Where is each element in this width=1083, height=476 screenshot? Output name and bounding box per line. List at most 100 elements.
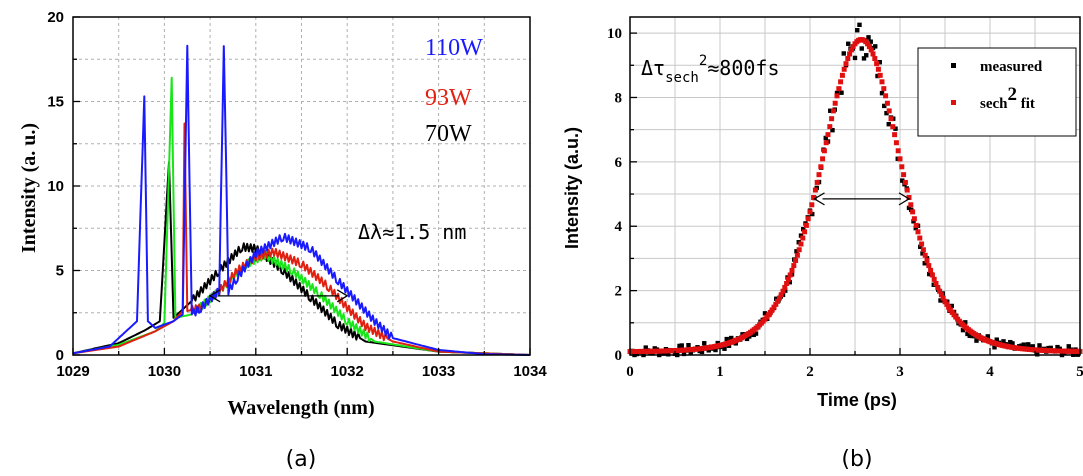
fit-point <box>886 108 892 114</box>
x-tick-label: 4 <box>986 364 994 380</box>
fit-point <box>829 116 835 122</box>
measured-point <box>857 22 862 28</box>
x-tick-label: 0 <box>626 364 634 380</box>
y-tick-label: 2 <box>615 284 623 300</box>
measured-point <box>1001 339 1006 344</box>
fit-point <box>933 280 939 286</box>
fit-point <box>827 124 833 130</box>
fit-point <box>938 292 944 298</box>
measured-point <box>830 127 835 133</box>
fit-point <box>917 235 923 241</box>
legend-marker-measured <box>951 63 956 68</box>
arrow-head-left <box>208 289 221 303</box>
fit-point <box>920 247 926 253</box>
measured-point <box>762 311 768 316</box>
fit-point <box>789 267 795 273</box>
fwhm-arrow-a-shape <box>208 289 349 303</box>
fwhm-arrow-a <box>208 289 349 303</box>
chart-b: 0 1 2 3 4 5 0 2 4 6 8 10 Intensity (a.u.) Time (ps)… <box>562 16 1083 410</box>
chart-a: 1029 1030 1031 1032 1033 1034 0 5 10 15 20 Intensi… <box>18 9 547 419</box>
measured-point <box>877 60 882 65</box>
measured-point <box>866 35 871 40</box>
fit-point <box>883 93 889 99</box>
measured-point <box>706 348 711 353</box>
fit-point <box>767 309 773 315</box>
measured-point <box>922 261 927 266</box>
measured-point <box>855 27 860 33</box>
fit-point <box>944 301 950 307</box>
measured-point <box>1008 339 1013 345</box>
y-tick-label: 10 <box>47 178 64 195</box>
measured-point <box>873 44 878 49</box>
measured-point <box>868 39 873 44</box>
measured-point <box>643 345 648 350</box>
y-tick-label: 6 <box>615 155 623 171</box>
fit-point <box>805 216 811 222</box>
measured-point <box>963 320 968 325</box>
fwhm-arrow-b <box>813 192 911 206</box>
measured-point <box>906 205 912 211</box>
fit-point <box>776 295 782 301</box>
fit-point <box>816 172 822 178</box>
series-b <box>627 22 1083 358</box>
measured-point <box>751 332 756 338</box>
fit-point <box>931 276 937 282</box>
fit-point <box>800 235 806 241</box>
measured-point <box>686 342 691 348</box>
fit-point <box>929 272 935 278</box>
fit-point <box>897 156 903 162</box>
fit-point <box>780 288 786 294</box>
pw-sup: 2 <box>699 53 707 69</box>
measured-point <box>839 90 844 95</box>
measured-point <box>1021 342 1026 347</box>
x-tick-label: 1031 <box>239 363 272 380</box>
measured-point <box>679 343 684 348</box>
measured-point <box>652 346 657 351</box>
arrow-head-right <box>336 289 349 303</box>
fit-point <box>782 284 788 290</box>
measured-point <box>722 346 727 351</box>
fit-prefix: sech <box>980 96 1008 112</box>
fit-point <box>798 241 804 247</box>
legend-label-measured: measured <box>980 59 1043 75</box>
fit-point <box>893 140 899 146</box>
fit-point <box>811 194 817 200</box>
fit-point <box>807 209 813 215</box>
fit-point <box>836 86 842 92</box>
fit-point <box>791 263 797 269</box>
measured-point <box>992 345 997 350</box>
fit-point <box>839 72 845 78</box>
fit-point <box>913 222 919 228</box>
fit-point <box>888 116 894 122</box>
fit-point <box>848 47 854 53</box>
pulse-width-annotation: Δτsech2≈800fs <box>641 53 780 86</box>
fit-point <box>771 304 777 310</box>
fit-point <box>785 276 791 282</box>
y-tick-label: 20 <box>47 9 64 26</box>
arrow-head-right <box>898 192 911 206</box>
measured-point <box>834 90 840 96</box>
fit-point <box>926 263 932 269</box>
fit-point <box>881 86 887 92</box>
fit-point <box>892 132 898 138</box>
y-tick-label: 15 <box>47 94 64 111</box>
series-line-110W <box>72 44 530 356</box>
pw-sub: sech <box>665 70 699 86</box>
fit-point <box>942 298 948 304</box>
x-tick-label: 1032 <box>331 363 364 380</box>
fit-point <box>879 79 885 85</box>
measured-point <box>634 351 639 357</box>
fit-point <box>890 124 896 130</box>
fit-point <box>910 209 916 215</box>
fit-point <box>947 307 953 313</box>
legend-marker-fit <box>951 100 956 105</box>
fit-point <box>924 258 930 264</box>
measured-point <box>864 53 869 58</box>
grid-a <box>73 17 530 355</box>
fit-point <box>812 187 818 193</box>
legend-label-70w: 70W <box>425 121 472 147</box>
measured-point <box>985 334 990 339</box>
fit-point <box>802 229 808 235</box>
measured-point <box>801 226 806 232</box>
fit-point <box>940 295 946 301</box>
